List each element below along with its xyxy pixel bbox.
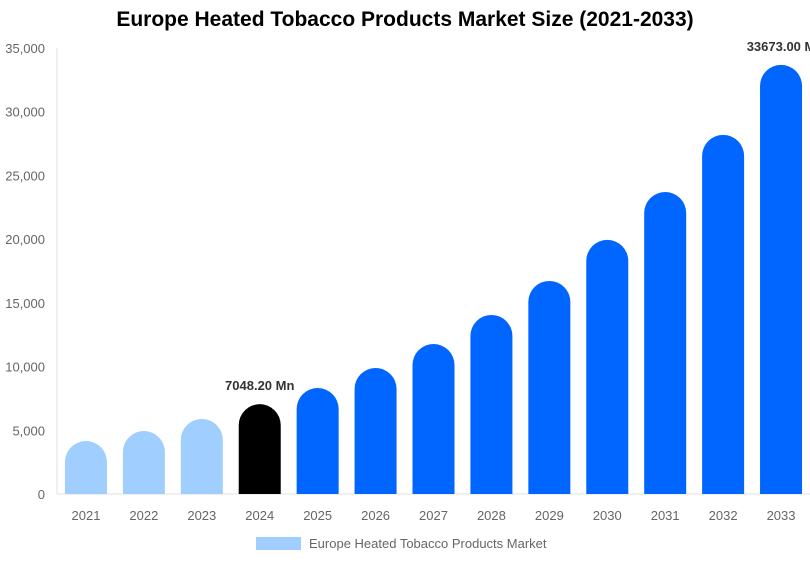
x-tick-label: 2027 <box>419 508 448 523</box>
chart-title: Europe Heated Tobacco Products Market Si… <box>116 8 694 31</box>
y-tick-label: 20,000 <box>5 232 45 247</box>
legend[interactable]: Europe Heated Tobacco Products Market <box>256 536 547 551</box>
y-tick-label: 15,000 <box>5 296 45 311</box>
y-tick-label: 10,000 <box>5 360 45 375</box>
bar-2022 <box>122 431 165 494</box>
x-tick-label: 2031 <box>651 508 680 523</box>
x-tick-label: 2024 <box>245 508 274 523</box>
x-tick-label: 2025 <box>303 508 332 523</box>
bar-2033 <box>760 64 803 494</box>
bar-2032 <box>702 134 745 494</box>
bar-2021 <box>64 440 107 494</box>
legend-swatch <box>256 537 301 550</box>
bar-2023 <box>180 418 223 494</box>
data-label: 33673.00 M <box>747 39 810 54</box>
data-label: 7048.20 Mn <box>225 378 294 393</box>
x-tick-label: 2033 <box>767 508 796 523</box>
bar-2028 <box>470 314 513 494</box>
legend-label: Europe Heated Tobacco Products Market <box>309 536 547 551</box>
y-tick-label: 30,000 <box>5 105 45 120</box>
bar-2031 <box>644 191 687 494</box>
bar-2030 <box>586 239 629 494</box>
bar-2029 <box>528 280 571 494</box>
x-tick-label: 2026 <box>361 508 390 523</box>
x-tick-label: 2029 <box>535 508 564 523</box>
x-tick-label: 2022 <box>129 508 158 523</box>
bar-2026 <box>354 367 397 494</box>
bar-2025 <box>296 387 339 494</box>
y-tick-label: 25,000 <box>5 168 45 183</box>
x-tick-label: 2030 <box>593 508 622 523</box>
y-tick-label: 35,000 <box>5 41 45 56</box>
x-tick-label: 2023 <box>187 508 216 523</box>
x-tick-label: 2021 <box>72 508 101 523</box>
x-tick-label: 2032 <box>709 508 738 523</box>
bar-2024 <box>238 404 281 494</box>
y-tick-label: 0 <box>38 487 45 502</box>
bar-2027 <box>412 344 455 494</box>
x-tick-label: 2028 <box>477 508 506 523</box>
y-tick-label: 5,000 <box>12 423 45 438</box>
